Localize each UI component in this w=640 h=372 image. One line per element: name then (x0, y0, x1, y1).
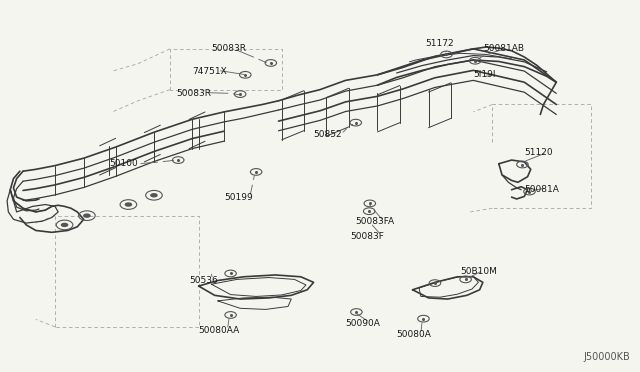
Text: 50536: 50536 (189, 276, 218, 285)
Text: 51172: 51172 (426, 39, 454, 48)
Text: 50080A: 50080A (397, 330, 431, 339)
Text: 5I19I: 5I19I (473, 70, 496, 79)
Text: 50083R: 50083R (211, 44, 246, 53)
Text: 50081A: 50081A (524, 185, 559, 194)
Circle shape (83, 214, 91, 218)
Text: 50080AA: 50080AA (198, 326, 240, 335)
Circle shape (61, 223, 68, 227)
Text: 50083FA: 50083FA (355, 217, 394, 226)
Text: 50B10M: 50B10M (461, 267, 497, 276)
Text: 51120: 51120 (524, 148, 553, 157)
Text: 50081AB: 50081AB (483, 44, 524, 53)
Text: 50083R: 50083R (176, 89, 211, 98)
Text: 50083F: 50083F (351, 231, 385, 241)
Text: 50090A: 50090A (346, 319, 380, 328)
Circle shape (125, 202, 132, 207)
Text: 50100: 50100 (109, 159, 138, 168)
Text: J50000KB: J50000KB (583, 352, 630, 362)
Text: 74751X: 74751X (192, 67, 227, 76)
Circle shape (150, 193, 158, 198)
Text: 50852: 50852 (314, 129, 342, 139)
Text: 50199: 50199 (224, 193, 253, 202)
